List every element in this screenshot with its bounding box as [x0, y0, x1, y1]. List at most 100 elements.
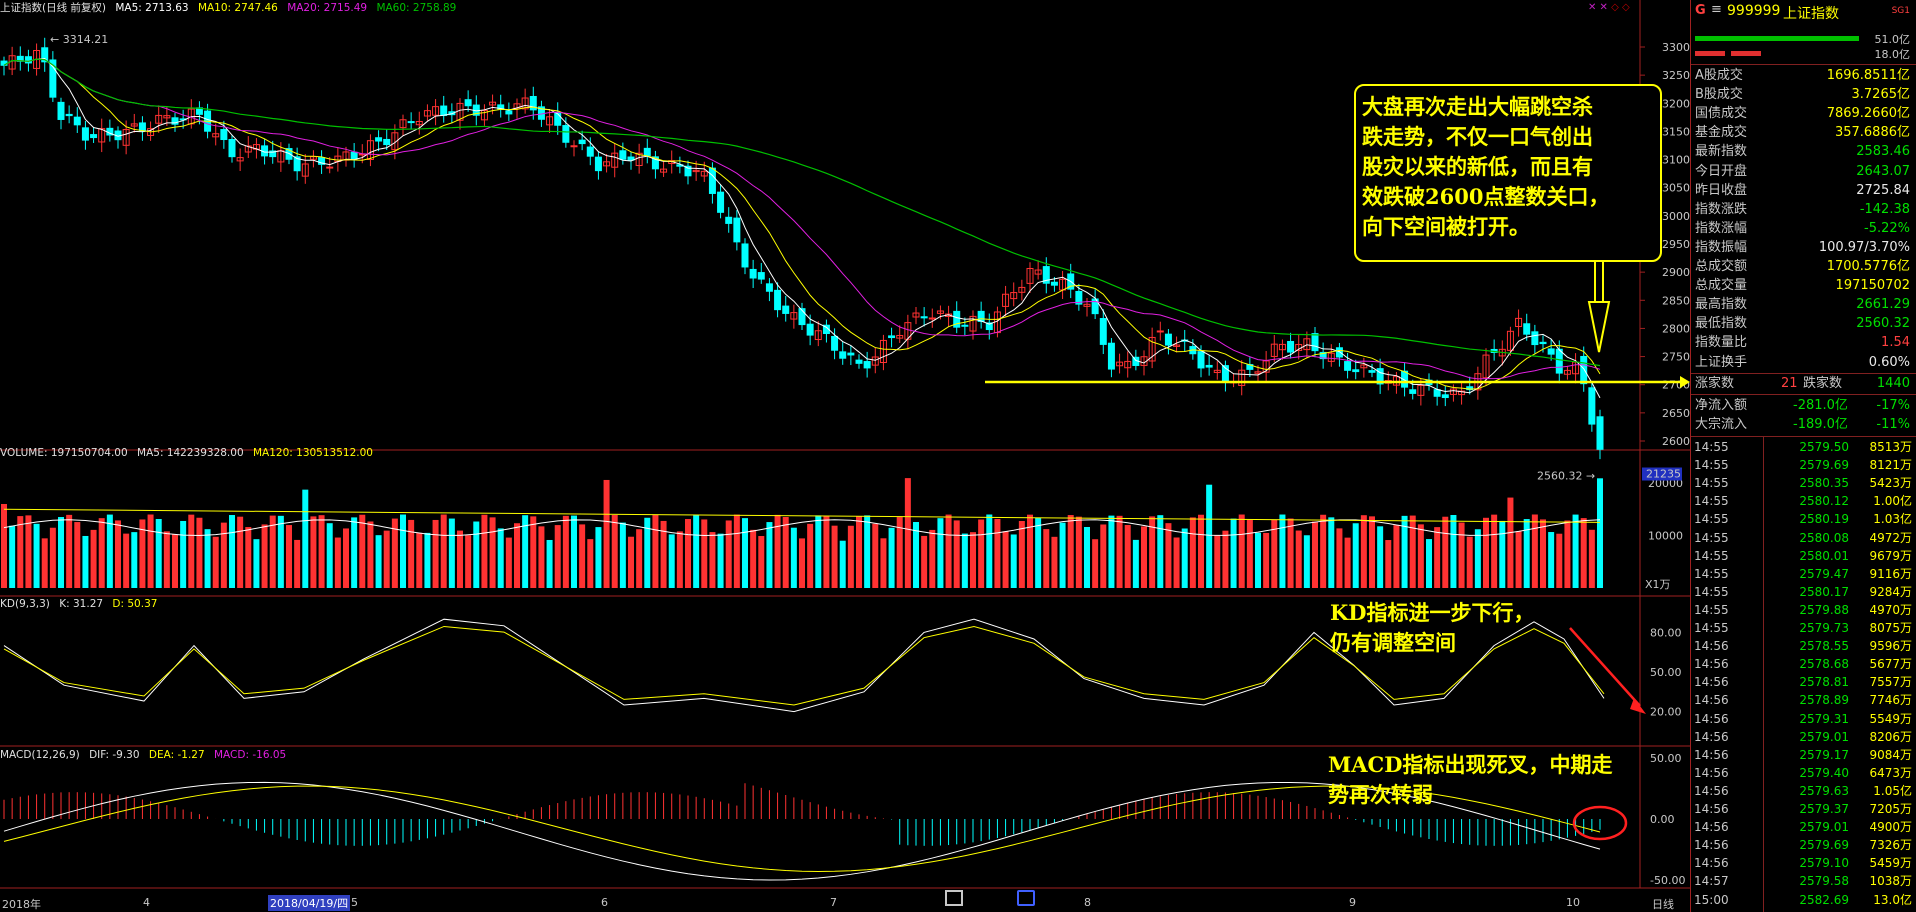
candle-body	[1075, 290, 1083, 305]
tick-time: 14:55	[1694, 440, 1729, 454]
g-label: G	[1695, 3, 1706, 18]
volume-bar	[448, 518, 455, 588]
tick-row: 14:56 2579.37 7205万	[1691, 801, 1916, 818]
volume-bar	[440, 514, 447, 588]
volume-bar	[1246, 519, 1253, 588]
tick-time: 14:56	[1694, 639, 1729, 654]
stat-value: 2725.84	[1856, 182, 1910, 198]
stat-label: 指数振幅	[1695, 239, 1748, 255]
tick-price: 2579.31	[1799, 711, 1849, 726]
candle-body	[611, 152, 619, 168]
stat-value: 1696.8511亿	[1826, 68, 1910, 83]
macd-dea: DEA: -1.27	[148, 749, 205, 761]
tick-time: 14:56	[1694, 838, 1729, 853]
menu-icon[interactable]: ≡	[1711, 2, 1722, 17]
candle-body	[586, 146, 594, 157]
tick-volume: 9596万	[1869, 639, 1912, 654]
candle-body	[1401, 370, 1409, 388]
volume-bar	[310, 516, 317, 588]
candle-body	[1352, 369, 1360, 373]
stat-label: 指数涨幅	[1695, 220, 1748, 236]
volume-bar	[1173, 537, 1180, 588]
tick-time: 14:57	[1694, 874, 1729, 889]
tick-row: 14:56 2578.55 9596万	[1691, 638, 1916, 655]
candle-body	[562, 125, 570, 143]
candle-body	[98, 128, 106, 143]
volume-bar	[286, 525, 292, 588]
candle-body	[1539, 341, 1547, 345]
volume-bar	[554, 525, 561, 588]
tick-row: 14:56 2579.31 5549万	[1691, 711, 1916, 728]
volume-bar	[115, 520, 121, 588]
volume-bar	[1580, 518, 1587, 588]
candle-body	[1050, 281, 1058, 286]
candle-body	[708, 167, 716, 194]
volume-bar	[1401, 515, 1408, 588]
candle-body	[635, 152, 643, 166]
candle-body	[1156, 330, 1164, 333]
tick-time: 14:56	[1694, 765, 1729, 780]
volume-bar	[1442, 516, 1449, 588]
candle-body	[1441, 394, 1449, 399]
candle-body	[749, 268, 757, 279]
period-label[interactable]: 日线	[1652, 898, 1674, 911]
volume-bar	[636, 529, 643, 588]
volume-bar	[1132, 539, 1139, 588]
volume-bar	[1189, 517, 1196, 588]
volume-bar	[82, 535, 89, 588]
tick-row: 14:56 2579.01 4900万	[1691, 819, 1916, 836]
price-tick-label: 2950	[1662, 238, 1690, 251]
volume-bar	[913, 522, 919, 588]
volume-bar	[351, 517, 358, 588]
tick-time: 14:56	[1694, 657, 1729, 672]
volume-bar	[896, 517, 903, 588]
volume-bar	[1328, 517, 1335, 588]
fall-label: 跌家数	[1803, 376, 1843, 391]
kd-red-arrow	[1569, 627, 1641, 707]
candle-body	[1099, 318, 1107, 345]
volume-bar	[457, 530, 463, 588]
volume-bar	[929, 529, 936, 588]
ma10-line	[3, 58, 1601, 390]
tick-price: 2580.01	[1799, 548, 1849, 563]
volume-bar	[220, 522, 227, 588]
candle-body	[1531, 331, 1539, 346]
tick-volume: 9084万	[1869, 747, 1912, 762]
volume-bar	[782, 517, 789, 588]
volume-ma120-line	[3, 508, 1601, 523]
candle-body	[521, 97, 529, 110]
volume-bar	[1523, 519, 1530, 588]
tick-price: 2582.69	[1799, 892, 1849, 907]
tick-time: 14:56	[1694, 729, 1729, 744]
annotation-main-line: 股灾以来的新低，而且有	[1362, 154, 1593, 179]
tick-time: 14:55	[1694, 584, 1729, 599]
candle-body	[953, 310, 961, 328]
zoom-icon[interactable]	[945, 890, 963, 906]
macd-tick-label: 0.00	[1650, 813, 1675, 826]
volume-bar	[970, 532, 976, 588]
volume-bar	[1531, 514, 1538, 588]
volume-bar	[1458, 522, 1465, 588]
candle-body	[505, 110, 513, 115]
settings-icon[interactable]	[1017, 890, 1035, 906]
kline-chart[interactable]: 3300 3250 3200 3150 3100 3050 3000 2950 2900 2850…	[0, 0, 1691, 912]
chart-window-icons[interactable]: ✕ ✕ ◇ ◇	[1588, 2, 1630, 13]
index-code: 999999	[1727, 3, 1781, 19]
tick-volume: 5423万	[1869, 476, 1912, 491]
stat-value: 2643.07	[1856, 163, 1910, 179]
volume-badge-bg	[1642, 467, 1682, 481]
candle-body	[1466, 386, 1474, 391]
stat-row: 指数涨跌 -142.38	[1691, 201, 1916, 218]
volume-bar	[41, 538, 48, 588]
volume-bar	[823, 516, 830, 588]
tick-row: 14:57 2579.58 1038万	[1691, 873, 1916, 890]
tick-time: 14:56	[1694, 783, 1729, 798]
volume-bar	[359, 514, 366, 588]
rise-label: 涨家数	[1695, 376, 1735, 391]
macd-tick-label: -50.00	[1650, 874, 1685, 887]
stat-value: 2560.32	[1856, 316, 1910, 332]
ma20-line	[3, 58, 1601, 380]
volume-bar	[481, 514, 488, 588]
stat-value: -142.38	[1859, 201, 1910, 217]
candle-body	[155, 114, 163, 124]
